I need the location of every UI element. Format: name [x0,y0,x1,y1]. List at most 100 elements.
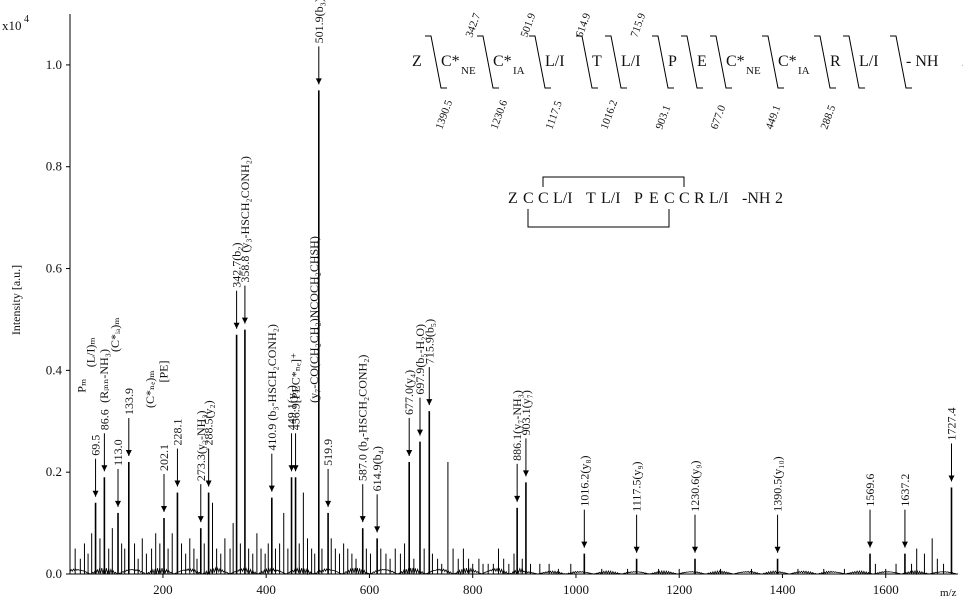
ticks: 200 400 600 800 1000 1200 1400 1600 0.0 0.2 0.4 0.6… [46,57,899,597]
peak-label: 1637.2 [898,474,912,507]
peak-arrowhead [359,516,366,523]
peak-arrowhead [92,490,99,497]
peak-label: 1016.2(y₈) [577,455,591,506]
peak-label: 1727.4 [944,407,958,440]
peak-label: 1569.6 [863,474,877,507]
b-ion-value: 614.9 [574,11,594,39]
y-ion-value: 1390.5 [434,98,456,131]
fragment-annotation: (y₇-CO(CH₂CH₂)NCOCH₂CHSH) [307,236,321,403]
sequence-residue: -NH [742,190,771,207]
fragment-bracket [605,35,627,89]
peak-arrowhead [948,475,955,482]
x-tick-label: 1200 [666,582,692,597]
x-tick-label: 800 [463,582,483,597]
peak-label: 113.0 [111,439,125,466]
y-ion-value: 677.0 [709,103,729,131]
peak-arrowhead [581,541,588,548]
sequence-residue: C [664,190,675,207]
peak-arrowhead [288,465,295,472]
peak-arrowhead [514,495,521,502]
sequence-residue: R [694,190,705,207]
peak-arrowhead [901,541,908,548]
y-multiplier-exponent: 4 [24,14,29,25]
peak-label: 228.1 [170,419,184,446]
peak-label: 677.0(y₄) [402,370,416,415]
peak-arrowhead [115,500,122,507]
sequence-residue: L/I [621,53,641,70]
sequence-residue: C [523,190,534,207]
y-tick-label: 0.8 [46,159,62,174]
peak-label: 886.1(y₇-NH₃) [510,390,524,461]
fragment-bracket [477,35,499,89]
peak-arrowhead [325,500,332,507]
sequence-residue: L/I [553,190,573,207]
sequence-residue: T [586,190,596,207]
sequence-residue: T [592,53,602,70]
peak-arrowhead [522,470,529,477]
y-ion-value: 1117.5 [544,99,566,131]
fragment-annotation: [PE] [156,361,170,383]
sequence-residue: L/I [859,53,879,70]
y-tick-label: 0.2 [46,464,62,479]
peak-label: 1390.5(y₁₀) [771,456,785,511]
peak-label: 342.7(b₂) [230,243,244,288]
x-tick-label: 200 [153,582,173,597]
fragment-bracket [425,35,447,89]
b-ion-value: 342.7 [464,11,484,39]
peak-arrowhead [125,450,132,456]
peak-arrowhead [205,480,212,487]
sequence-residue: 2 [775,190,783,207]
y-tick-label: 1.0 [46,57,62,72]
sequence-residue: L/I [709,190,729,207]
peak-label: 86.6 [97,409,111,430]
peak-arrowhead [692,546,699,553]
peak-label: 697.9(b₅-H₂O) [413,324,427,395]
y-multiplier: x10 [2,18,22,33]
peak-arrowhead [374,526,381,533]
sequence-residue: C* [441,53,460,70]
fragment-annotation: (Rᵢₙₙ-NH₃) [97,349,111,403]
x-tick-label: 1000 [563,582,589,597]
peak-label: 410.9 (b₃-HSCH₂CONH₂) [265,324,279,451]
y-tick-label: 0.6 [46,261,63,276]
fragment-annotation: (C*ᵢₐ)ₘ [108,317,122,352]
fragment-bracket [814,35,836,89]
fragment-bracket [843,35,865,89]
y-tick-label: 0.0 [46,566,62,581]
peak-arrowhead [426,399,433,406]
sequence-residue: L/I [601,190,621,207]
y-ion-value: 1230.6 [489,98,511,131]
peak-arrowhead [774,546,781,553]
x-tick-label: 1400 [769,582,795,597]
sequence-residue: C [679,190,690,207]
sequence-residue: C* [493,53,512,70]
peak-label: 519.9 [321,439,335,466]
sequence-residue: Z [412,53,422,70]
y-ion-value: 288.5 [819,103,839,131]
b-ion-value: 715.9 [629,11,649,39]
fragment-bracket [681,35,703,89]
sequence-residue: P [634,190,643,207]
peak-label: 903.1(y₇) [519,390,533,435]
x-tick-label: 400 [256,582,276,597]
sequence-residue: Z [508,190,518,207]
y-ion-value: 903.1 [654,104,674,131]
peak-label: 449.1(y₃) [285,385,299,430]
fragment-annotation: Pₘ [75,379,89,393]
peak-arrowhead [867,541,874,548]
minor-peaks [69,462,958,576]
sequence-residue: R [830,53,841,70]
peak-label: 715.9(b₅) [422,319,436,364]
b-ion-value: 501.9 [519,11,539,39]
fragment-bracket [652,35,674,89]
sequence-residue: C [538,190,549,207]
annotations: Pₘ (L/I)ₘ (Rᵢₙₙ-NH₃)(C*ᵢₐ)ₘ (C*ₙₑ)ₘ [PE] (y₇-… [75,236,322,408]
peak-label: 288.5(y₂) [202,400,216,445]
sequence-subscript: NE [746,65,761,77]
sequence-bottom: Z C C L/I T L/I P E C C R L/I -NH 2 [508,176,783,228]
peaks [94,90,953,574]
peak-arrowhead [268,485,275,492]
